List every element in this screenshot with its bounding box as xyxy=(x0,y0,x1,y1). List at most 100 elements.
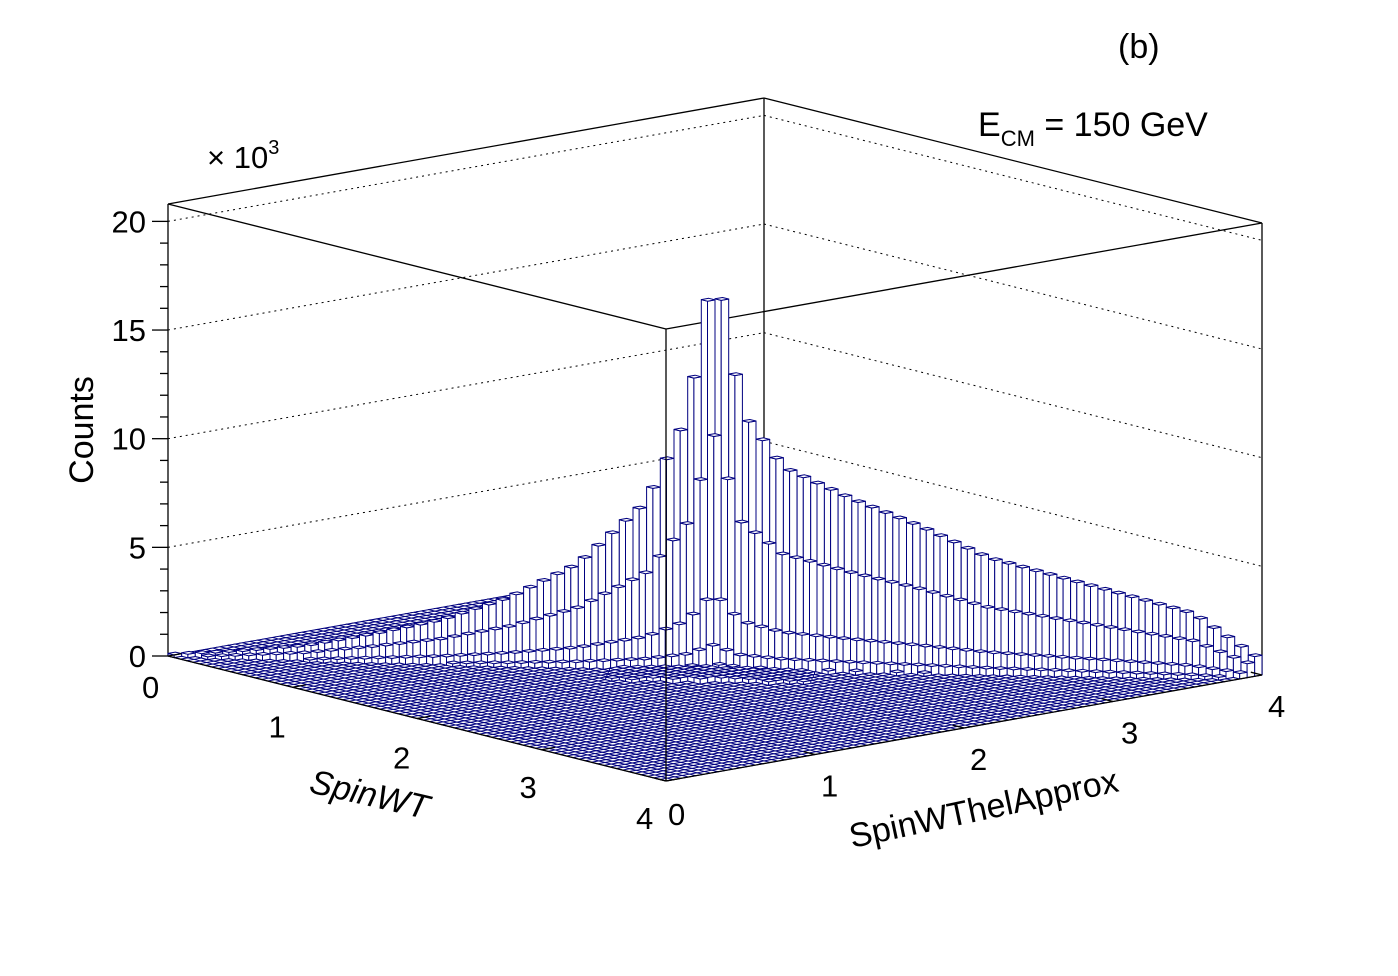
bar-face-top xyxy=(980,604,996,609)
bar-face-top xyxy=(891,641,906,645)
bar-face-top xyxy=(904,642,920,647)
lego-bar xyxy=(1170,672,1186,680)
bar-face-top xyxy=(1015,564,1030,569)
lego-bar xyxy=(646,674,661,683)
bar-face-top xyxy=(1123,659,1139,664)
bar-face-top xyxy=(488,626,503,631)
bar-face-top xyxy=(917,670,932,674)
lego-bar xyxy=(1116,670,1131,679)
bar-face-top xyxy=(945,646,961,651)
bar-face-top xyxy=(775,551,791,556)
y-tick xyxy=(1250,671,1263,676)
bar-face-top xyxy=(761,678,777,683)
bar-face-top xyxy=(1109,658,1125,663)
z-multiplier-base: × 10 xyxy=(207,140,268,175)
gridline-left-wall xyxy=(167,114,765,222)
bar-face-top xyxy=(678,651,694,656)
lego-bar xyxy=(1102,669,1118,679)
bar-face-top xyxy=(1206,625,1222,629)
floor-line-x xyxy=(628,665,1225,773)
bar-face-top xyxy=(871,576,886,581)
bar-face-top xyxy=(1179,609,1195,614)
bar-face-side xyxy=(862,661,871,675)
x-axis-title: SpinWT xyxy=(306,763,435,828)
bar-face-top xyxy=(1014,652,1029,656)
gridline-back-wall xyxy=(763,440,1263,567)
bar-face-top xyxy=(774,656,789,661)
bar-face-top xyxy=(1191,664,1207,669)
lego-bar xyxy=(473,660,488,668)
bar-face-top xyxy=(1205,666,1221,671)
bar-face-side xyxy=(876,662,885,675)
bar-face-top xyxy=(869,660,885,665)
bar-face-top xyxy=(843,570,859,574)
z-tick-label: 15 xyxy=(112,313,146,348)
lego-bar xyxy=(1232,670,1248,680)
bar-face-top xyxy=(1226,654,1242,659)
x-tick xyxy=(416,715,431,720)
y-tick-label: 3 xyxy=(1121,716,1138,751)
x-tick xyxy=(665,777,680,782)
bar-face-top xyxy=(789,555,804,560)
floor-line-x xyxy=(641,668,1238,776)
bar-face-top xyxy=(617,637,633,642)
bar-face-top xyxy=(761,540,777,545)
bar-face-top xyxy=(1082,656,1098,661)
gridline-left-wall xyxy=(167,223,765,331)
x-tick-label: 1 xyxy=(269,709,286,744)
bar-face-top xyxy=(1007,609,1023,614)
x-tick xyxy=(167,652,182,657)
lego-bar xyxy=(605,675,620,682)
bar-face-top xyxy=(816,562,832,567)
bar-face-top xyxy=(973,649,988,653)
lego-bar xyxy=(938,663,953,676)
bar-face-top xyxy=(1199,643,1214,648)
bar-face-top xyxy=(685,611,701,616)
lego-bar xyxy=(385,655,400,665)
bar-face-top xyxy=(746,653,762,658)
bar-face-top xyxy=(822,634,838,639)
bar-face-top xyxy=(740,620,756,625)
lego-bar xyxy=(1006,666,1022,677)
bar-face-side xyxy=(1246,661,1256,679)
bar-face-top xyxy=(821,667,837,672)
y-tick xyxy=(952,724,965,729)
frame-edge xyxy=(665,222,1263,330)
bar-face-top xyxy=(666,676,681,680)
bar-face-top xyxy=(1117,627,1132,632)
bar-face-top xyxy=(959,647,975,652)
bar-face-top xyxy=(768,628,783,632)
bar-face-top xyxy=(994,607,1009,611)
lego-bar xyxy=(330,656,346,664)
bar-face-top xyxy=(1220,634,1236,639)
bar-face-top xyxy=(863,638,879,643)
lego-bar xyxy=(1211,674,1227,681)
lego-bar xyxy=(1088,669,1104,679)
z-tick-label: 10 xyxy=(112,422,146,457)
bar-face-top xyxy=(625,676,640,681)
x-tick xyxy=(541,746,556,751)
lego-bar xyxy=(582,658,598,670)
energy-subscript: CM xyxy=(1001,126,1035,151)
bar-face-top xyxy=(1138,598,1154,602)
bar-face-top xyxy=(1075,668,1090,673)
bar-face-top xyxy=(1143,671,1159,675)
bar-face-top xyxy=(1150,661,1166,665)
bar-face-top xyxy=(684,663,700,667)
bar-face-top xyxy=(316,656,332,661)
bar-face-top xyxy=(712,661,727,666)
bar-face-top xyxy=(1090,622,1105,627)
bar-face-top xyxy=(733,652,748,657)
bar-face-top xyxy=(714,297,730,301)
bar-face-top xyxy=(796,474,812,479)
bar-face-top xyxy=(1068,655,1084,660)
bar-face-top xyxy=(960,545,976,550)
lego-bar xyxy=(821,667,837,676)
bar-face-top xyxy=(713,597,728,602)
lego-bar xyxy=(761,678,777,686)
lego-bar xyxy=(344,656,359,664)
lego-bar xyxy=(965,665,981,677)
bar-face-top xyxy=(932,645,947,649)
bar-face-top xyxy=(556,609,572,613)
bar-face-top xyxy=(1000,651,1016,656)
